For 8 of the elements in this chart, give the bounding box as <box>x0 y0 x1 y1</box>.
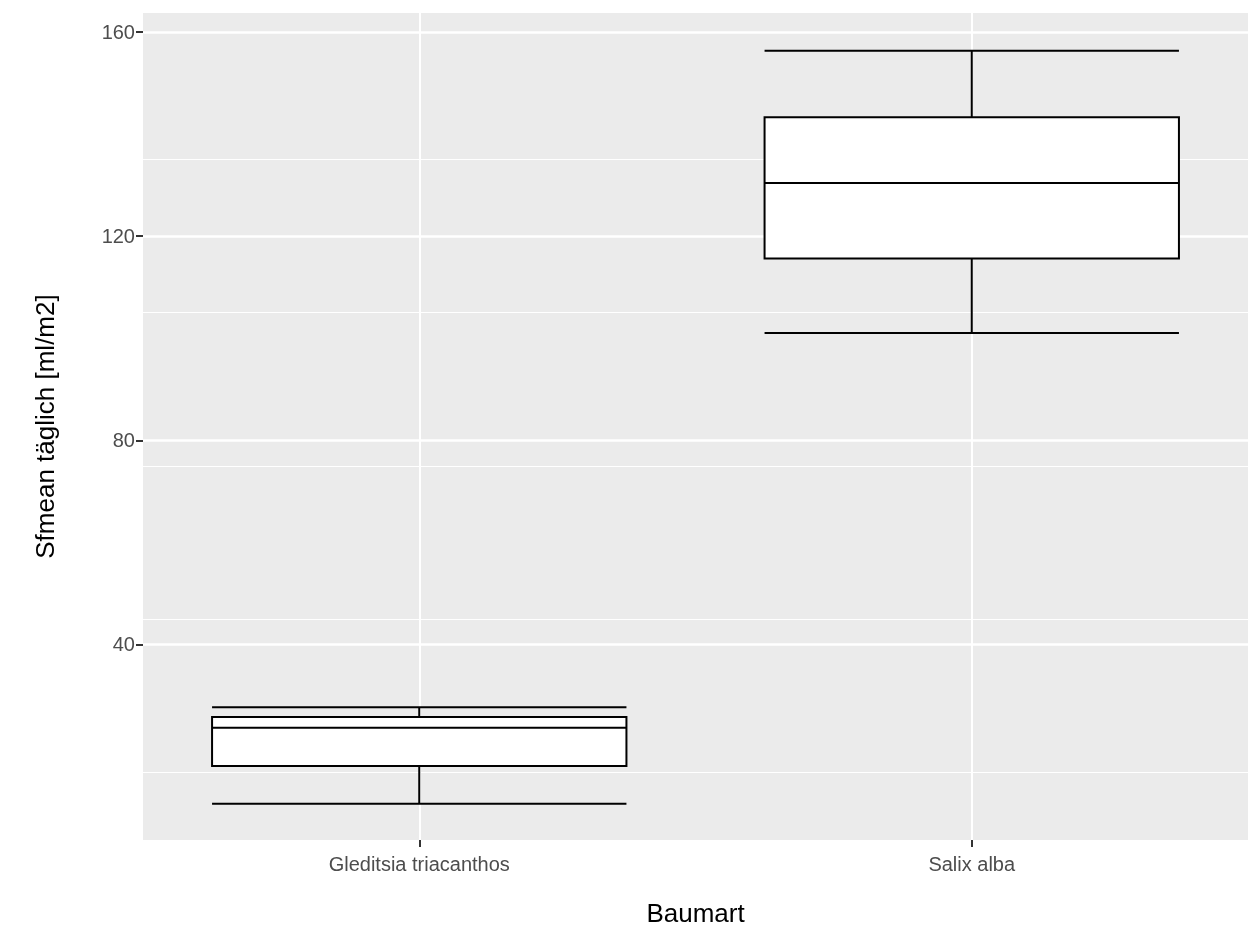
x-tick-label: Gleditsia triacanthos <box>328 853 510 875</box>
y-tick-label: 80 <box>112 429 135 452</box>
y-tick-label: 120 <box>101 225 135 248</box>
y-tick-label: 40 <box>112 633 135 656</box>
x-tick-label: Salix alba <box>928 853 1016 875</box>
y-tick-label: 160 <box>101 20 135 43</box>
y-axis-title: Sfmean täglich [ml/m2] <box>30 294 60 559</box>
x-axis-title: Baumart <box>646 898 746 928</box>
